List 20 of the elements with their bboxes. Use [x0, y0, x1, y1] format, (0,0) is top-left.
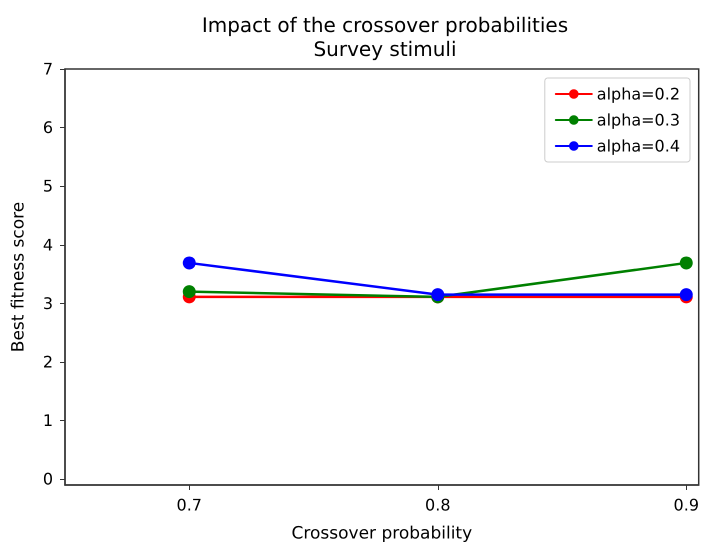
y-tick-label: 0 [42, 470, 53, 489]
y-tick-label: 6 [42, 118, 53, 138]
point [182, 256, 196, 270]
legend-label: alpha=0.4 [596, 136, 680, 156]
point [182, 285, 196, 298]
x-tick-label: 0.8 [425, 496, 450, 514]
legend-label: alpha=0.2 [596, 84, 680, 104]
y-tick-label: 2 [42, 352, 53, 372]
x-tick-label: 0.9 [674, 496, 700, 514]
x-axis-title: Crossover probability [292, 524, 472, 544]
chart-title: Impact of the crossover probabilities Survey stimuli [202, 13, 568, 61]
x-tick-label: 0.7 [176, 496, 202, 514]
point [680, 256, 693, 270]
y-tick-label: 4 [42, 235, 53, 254]
y-tick-label: 7 [42, 60, 53, 78]
y-tick-label: 3 [42, 294, 53, 313]
legend-label: alpha=0.3 [596, 110, 680, 130]
y-axis-title: Best fitness score [8, 202, 28, 352]
y-tick-label: 5 [42, 176, 53, 196]
y-tick-label: 1 [42, 411, 53, 430]
